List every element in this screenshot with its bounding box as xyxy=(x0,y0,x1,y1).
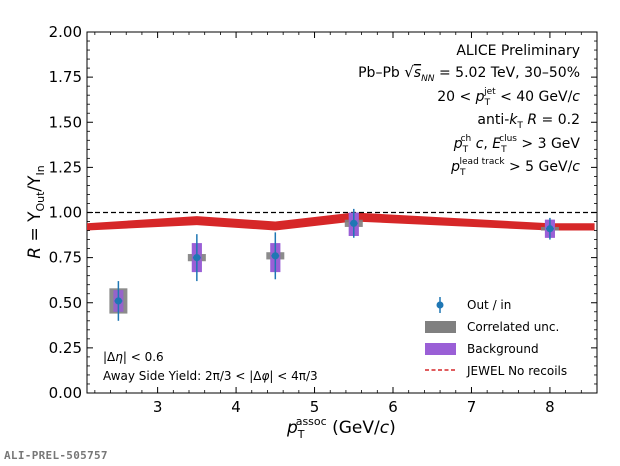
legend-label-correlated: Correlated unc. xyxy=(467,320,559,334)
legend-entry-jewel: JEWEL No recoils xyxy=(425,364,567,378)
y-tick-label: 1.75 xyxy=(49,68,82,86)
legend-label-background: Background xyxy=(467,342,539,356)
x-tick-label: 4 xyxy=(231,398,241,416)
legend-marker-point xyxy=(436,301,444,309)
collision-system: Pb–Pb √sNN = 5.02 TeV, 30–50% xyxy=(358,63,580,84)
jet-pt-range: 20 < pTjet < 40 GeV/c xyxy=(437,87,580,108)
legend-entry-correlated: Correlated unc. xyxy=(425,320,559,334)
data-point xyxy=(271,252,279,260)
y-axis-title: R = YOut/YIn xyxy=(25,165,47,259)
info-block: ALICE Preliminary Pb–Pb √sNN = 5.02 TeV,… xyxy=(358,43,580,178)
legend-swatch-correlated xyxy=(425,321,456,333)
y-axis: 0.00 0.25 0.50 0.75 1.00 1.25 1.50 1.75 2.00 xyxy=(49,23,597,402)
legend-entry-background: Background xyxy=(425,342,539,356)
jewel-band xyxy=(87,212,595,231)
x-tick-label: 7 xyxy=(467,398,477,416)
x-tick-label: 3 xyxy=(153,398,163,416)
x-axis-title: pTassoc (GeV/c) xyxy=(286,415,396,441)
constituent-cuts: pTch c, ETclus > 3 GeV xyxy=(453,134,581,155)
y-tick-label: 2.00 xyxy=(49,23,82,41)
x-tick-label: 6 xyxy=(388,398,398,416)
eta-selection: |Δη| < 0.6 xyxy=(103,350,164,364)
x-tick-label: 5 xyxy=(310,398,320,416)
data-point xyxy=(546,225,554,233)
data-point xyxy=(350,219,358,227)
y-tick-label: 0.50 xyxy=(49,294,82,312)
figure-id-watermark: ALI-PREL-505757 xyxy=(4,449,108,462)
legend-entry-points: Out / in xyxy=(436,297,511,313)
legend-label-points: Out / in xyxy=(467,298,511,312)
x-tick-label: 8 xyxy=(545,398,555,416)
phi-selection: Away Side Yield: 2π/3 < |Δφ| < 4π/3 xyxy=(103,369,318,383)
leading-track-cut: pTlead track > 5 GeV/c xyxy=(450,157,580,178)
data-point xyxy=(114,297,122,305)
y-tick-label: 1.25 xyxy=(49,158,82,176)
legend-swatch-background xyxy=(425,343,456,355)
y-tick-label: 0.75 xyxy=(49,249,82,267)
y-tick-label: 0.00 xyxy=(49,384,82,402)
selection-notes: |Δη| < 0.6 Away Side Yield: 2π/3 < |Δφ| … xyxy=(103,350,318,383)
jewel-band-layer xyxy=(87,212,595,231)
x-axis: 3 4 5 6 7 8 xyxy=(94,32,582,416)
jet-algorithm: anti-kT R = 0.2 xyxy=(477,112,580,131)
legend: Out / in Correlated unc. Background JEWE… xyxy=(425,297,567,378)
y-tick-label: 1.50 xyxy=(49,113,82,131)
y-tick-label: 0.25 xyxy=(49,339,82,357)
y-tick-label: 1.00 xyxy=(49,204,82,222)
legend-label-jewel: JEWEL No recoils xyxy=(466,364,567,378)
experiment-label: ALICE Preliminary xyxy=(456,43,580,59)
data-point xyxy=(193,254,201,262)
data-points xyxy=(114,208,554,321)
